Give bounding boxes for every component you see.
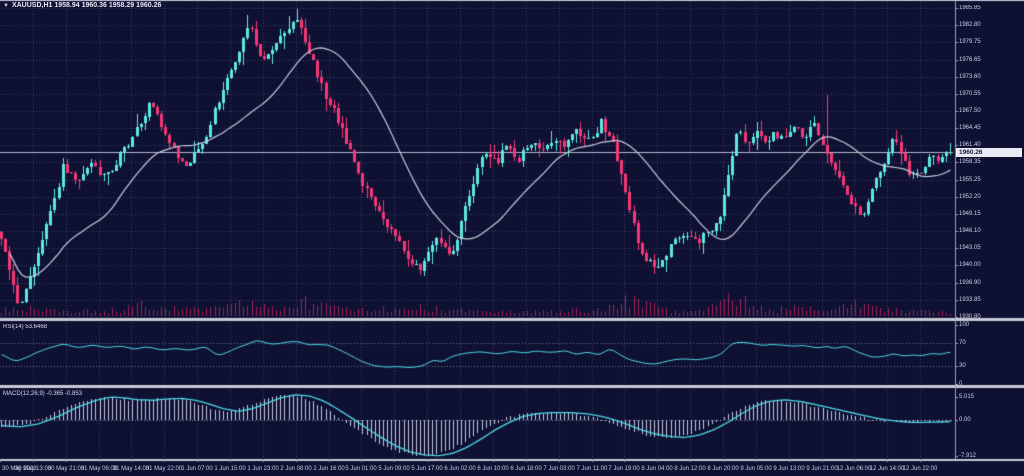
macd-axis-label: 0.00	[959, 417, 971, 423]
time-label: 6 Jun 10:00	[477, 466, 509, 472]
price-axis-label: 1940.00	[959, 262, 981, 269]
time-label: 8 Jun 12:00	[674, 466, 706, 472]
price-axis-label: 1985.85	[959, 5, 981, 11]
time-label: 12 Jun 22:00	[902, 466, 938, 472]
price-axis-label: 1946.10	[959, 228, 981, 235]
time-label: 1 Jun 23:00	[247, 466, 279, 472]
price-axis-label: 1933.85	[959, 296, 981, 303]
time-label: 7 Jun 19:00	[608, 466, 640, 472]
time-label: 5 Jun 09:00	[378, 466, 410, 472]
time-label: 6 Jun 02:00	[444, 466, 476, 472]
price-axis-label: 1964.45	[959, 125, 981, 132]
time-label: 9 Jun 13:00	[773, 466, 805, 472]
price-axis-label: 1930.80	[959, 314, 981, 321]
price-axis-label: 1973.60	[959, 73, 981, 80]
price-axis-label: 1967.50	[959, 108, 981, 115]
time-label: 9 Jun 05:00	[740, 466, 772, 472]
price-axis-label: 1976.65	[959, 56, 981, 63]
price-axis-label: 1958.35	[959, 159, 981, 166]
price-axis-label: 1936.90	[959, 279, 981, 286]
time-label: 30 May 21:00	[47, 466, 85, 472]
price-axis-label: 1982.80	[959, 22, 981, 29]
rsi-axis-label: 30	[959, 363, 966, 370]
time-label: 2 Jun 08:00	[280, 466, 312, 472]
time-label: 6 Jun 18:00	[510, 466, 542, 472]
time-label: 30 May 13:00	[14, 466, 52, 472]
current-price-tag: 1960.26	[956, 148, 1022, 157]
time-label: 5 Jun 01:00	[345, 466, 377, 472]
time-label: 8 Jun 04:00	[641, 466, 673, 472]
rsi-axis-label: 100	[959, 322, 970, 328]
rsi-axis-label: 70	[959, 339, 966, 346]
time-label: 2 Jun 16:00	[313, 466, 345, 472]
time-label: 31 May 14:00	[112, 466, 150, 472]
price-axis-label: 1955.25	[959, 176, 981, 183]
time-label: 30 May 2023	[2, 466, 37, 472]
time-label: 12 Jun 14:00	[869, 466, 905, 472]
time-label: 1 Jun 15:00	[214, 466, 246, 472]
price-axis-label: 1961.40	[959, 142, 981, 149]
time-label: 7 Jun 11:00	[576, 466, 608, 472]
time-label: 8 Jun 20:00	[707, 466, 739, 472]
time-label: 9 Jun 21:00	[806, 466, 838, 472]
price-axis-label: 1943.05	[959, 245, 981, 252]
time-label: 1 Jun 07:00	[181, 466, 213, 472]
price-axis-label: 1979.75	[959, 39, 981, 46]
time-label: 7 Jun 03:00	[543, 466, 575, 472]
price-axis-label: 1949.15	[959, 211, 981, 218]
rsi-axis-label: 0	[959, 381, 963, 387]
time-label: 5 Jun 17:00	[411, 466, 443, 472]
time-label: 12 Jun 06:00	[836, 466, 872, 472]
price-axis-label: 1970.55	[959, 90, 981, 97]
price-axis-label: 1952.20	[959, 193, 981, 200]
time-label: 31 May 06:00	[80, 466, 118, 472]
macd-axis-label: -7.912	[959, 453, 977, 460]
macd-axis-label: 5.015	[959, 394, 975, 400]
time-label: 31 May 22:00	[145, 466, 183, 472]
